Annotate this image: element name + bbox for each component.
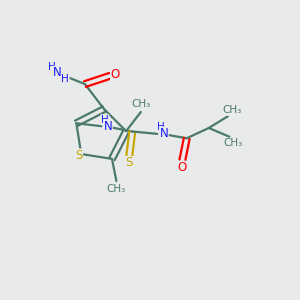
Text: H: H [101, 115, 109, 125]
Text: CH₃: CH₃ [222, 105, 241, 115]
Text: H: H [157, 122, 165, 132]
Text: S: S [125, 157, 132, 169]
Text: O: O [177, 161, 186, 174]
Text: H: H [48, 62, 56, 72]
Text: CH₃: CH₃ [107, 184, 126, 194]
Text: CH₃: CH₃ [132, 99, 151, 109]
Text: CH₃: CH₃ [224, 138, 243, 148]
Text: H: H [61, 74, 69, 84]
Text: N: N [52, 66, 62, 80]
Text: N: N [103, 120, 112, 133]
Text: N: N [159, 127, 168, 140]
Text: O: O [111, 68, 120, 81]
Text: S: S [75, 149, 82, 162]
